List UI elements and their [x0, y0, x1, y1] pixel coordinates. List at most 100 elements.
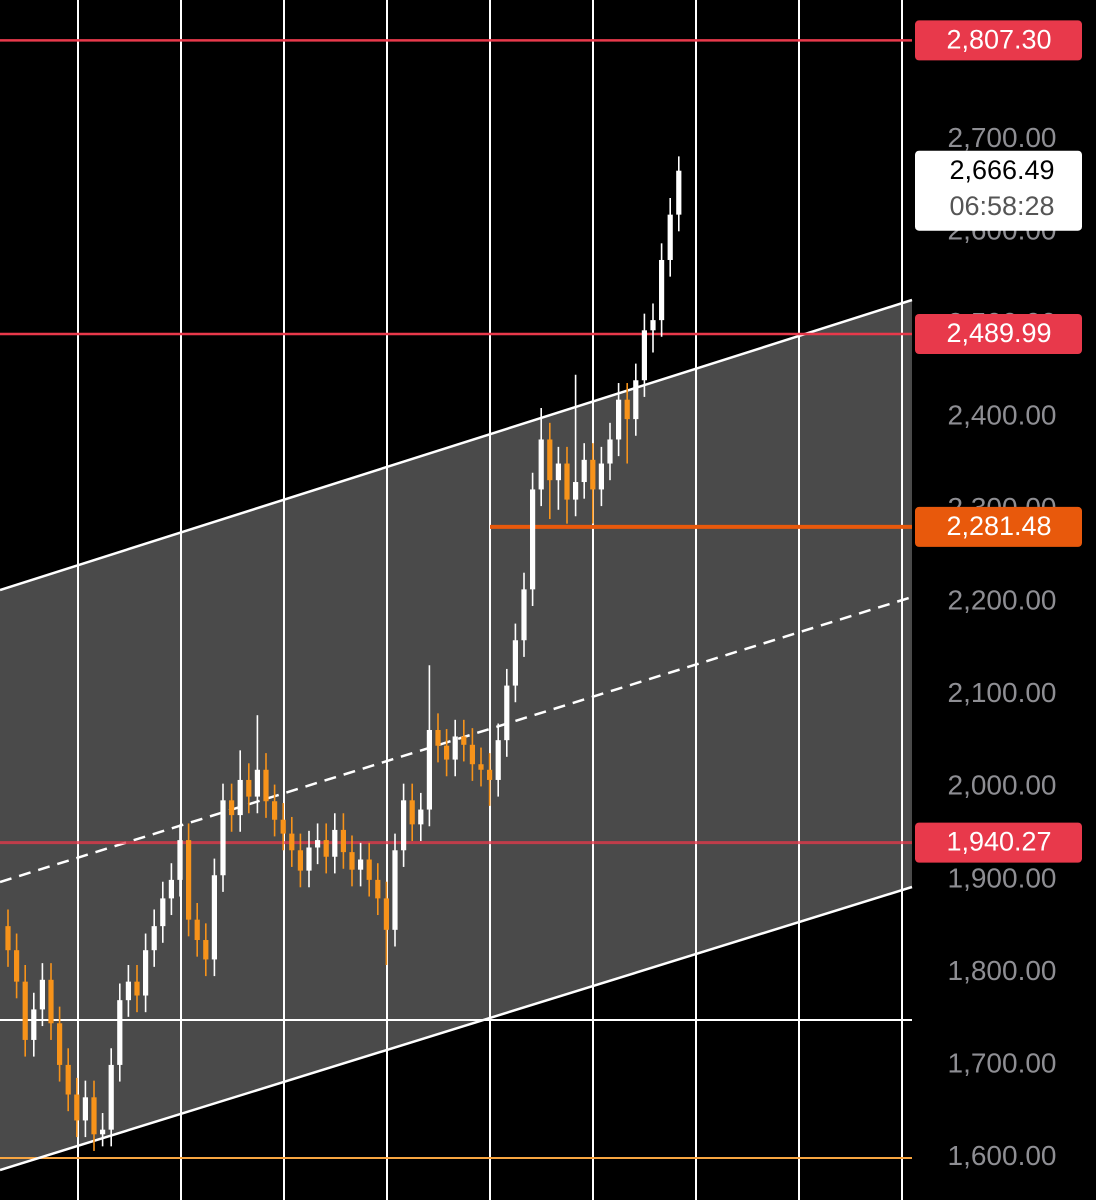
candle-body: [469, 744, 475, 765]
y-tick-label: 2,000.00: [948, 770, 1057, 801]
level-label-box: [915, 314, 1082, 355]
candle-body: [65, 1064, 71, 1095]
candle-body: [332, 829, 338, 857]
level-label: 2,489.99: [946, 318, 1051, 348]
channel-lower: [0, 885, 913, 1172]
candle-body: [547, 439, 553, 481]
candle-body: [100, 1129, 106, 1135]
candle-body: [624, 399, 630, 420]
candle-body: [280, 819, 286, 834]
y-tick-label: 1,700.00: [948, 1047, 1057, 1078]
candle-body: [168, 879, 174, 899]
candle-body: [211, 875, 217, 960]
candle-body: [383, 898, 389, 930]
candle-body: [237, 779, 243, 816]
y-tick-label: 2,700.00: [948, 122, 1057, 153]
candle-body: [521, 589, 527, 641]
y-tick-label: 2,400.00: [948, 400, 1057, 431]
candle-body: [117, 1000, 123, 1065]
candle-body: [444, 745, 450, 760]
candle-body: [667, 214, 673, 260]
candle-body: [461, 736, 467, 745]
level-label-box: [915, 20, 1082, 61]
level-label: 2,807.30: [946, 25, 1051, 55]
last-price-label: 2,666.49: [949, 155, 1054, 185]
candle-body: [607, 439, 613, 464]
candle-body: [254, 769, 260, 797]
candle-body: [564, 463, 570, 500]
price-labels: 2,807.30 2,489.99 2,281.48 1,940.27 2,666.49…: [915, 20, 1082, 863]
candle-body: [349, 852, 355, 870]
candle-body: [220, 800, 226, 876]
candle-body: [315, 840, 321, 848]
candle-body: [289, 833, 295, 851]
candle-body: [48, 979, 54, 1024]
last-price-box: [915, 150, 1082, 231]
countdown: 06:58:28: [949, 191, 1054, 221]
candle-body: [74, 1094, 80, 1121]
candle-body: [22, 981, 28, 1040]
candle-body: [530, 489, 536, 590]
candle-body: [151, 926, 157, 951]
candle-body: [358, 859, 364, 870]
candle-body: [487, 769, 493, 780]
candle-body: [263, 769, 269, 802]
candle-body: [134, 981, 140, 996]
candle-body: [366, 859, 372, 880]
candle-body: [272, 801, 278, 820]
candle-body: [452, 736, 458, 760]
candle-body: [512, 640, 518, 686]
candle-body: [581, 459, 587, 483]
candle-body: [435, 729, 441, 746]
candle-body: [676, 170, 682, 215]
candle-body: [616, 399, 622, 440]
candle-body: [650, 320, 656, 331]
candle-body: [203, 940, 209, 960]
level-label: 2,281.48: [946, 511, 1051, 541]
candle-body: [125, 981, 131, 1001]
y-tick-label: 2,100.00: [948, 677, 1057, 708]
candle-body: [478, 764, 484, 770]
candle-body: [14, 950, 20, 982]
candle-body: [246, 779, 252, 797]
candle-body: [5, 926, 11, 951]
candle-body: [39, 979, 45, 1010]
candle-body: [177, 840, 183, 880]
candle-body: [229, 800, 235, 816]
candle-body: [409, 800, 415, 825]
level-label: 1,940.27: [946, 827, 1051, 857]
candle-body: [306, 847, 312, 871]
candles: [5, 156, 682, 1151]
y-tick-label: 1,900.00: [948, 862, 1057, 893]
candle-body: [375, 879, 381, 899]
candle-body: [598, 463, 604, 490]
candle-body: [538, 439, 544, 490]
candle-body: [633, 380, 639, 420]
y-tick-label: 2,200.00: [948, 585, 1057, 616]
candle-body: [340, 829, 346, 853]
candle-body: [392, 850, 398, 930]
candle-body: [143, 950, 149, 996]
candle-body: [31, 1009, 37, 1040]
candle-body: [426, 729, 432, 810]
candle-body: [659, 259, 665, 321]
candle-body: [418, 809, 424, 825]
candle-body: [108, 1064, 114, 1130]
candle-body: [495, 740, 501, 780]
candle-body: [91, 1097, 97, 1135]
candle-body: [323, 840, 329, 857]
candle-body: [641, 330, 647, 381]
candle-body: [297, 850, 303, 871]
candle-body: [590, 459, 596, 490]
y-tick-label: 1,600.00: [948, 1140, 1057, 1171]
candle-body: [504, 685, 510, 741]
candle-body: [401, 800, 407, 851]
y-tick-label: 1,800.00: [948, 955, 1057, 986]
candle-body: [82, 1097, 88, 1121]
candle-body: [555, 463, 561, 481]
levels: [0, 39, 912, 845]
channel-upper: [0, 298, 913, 592]
level-label-box: [915, 506, 1082, 547]
